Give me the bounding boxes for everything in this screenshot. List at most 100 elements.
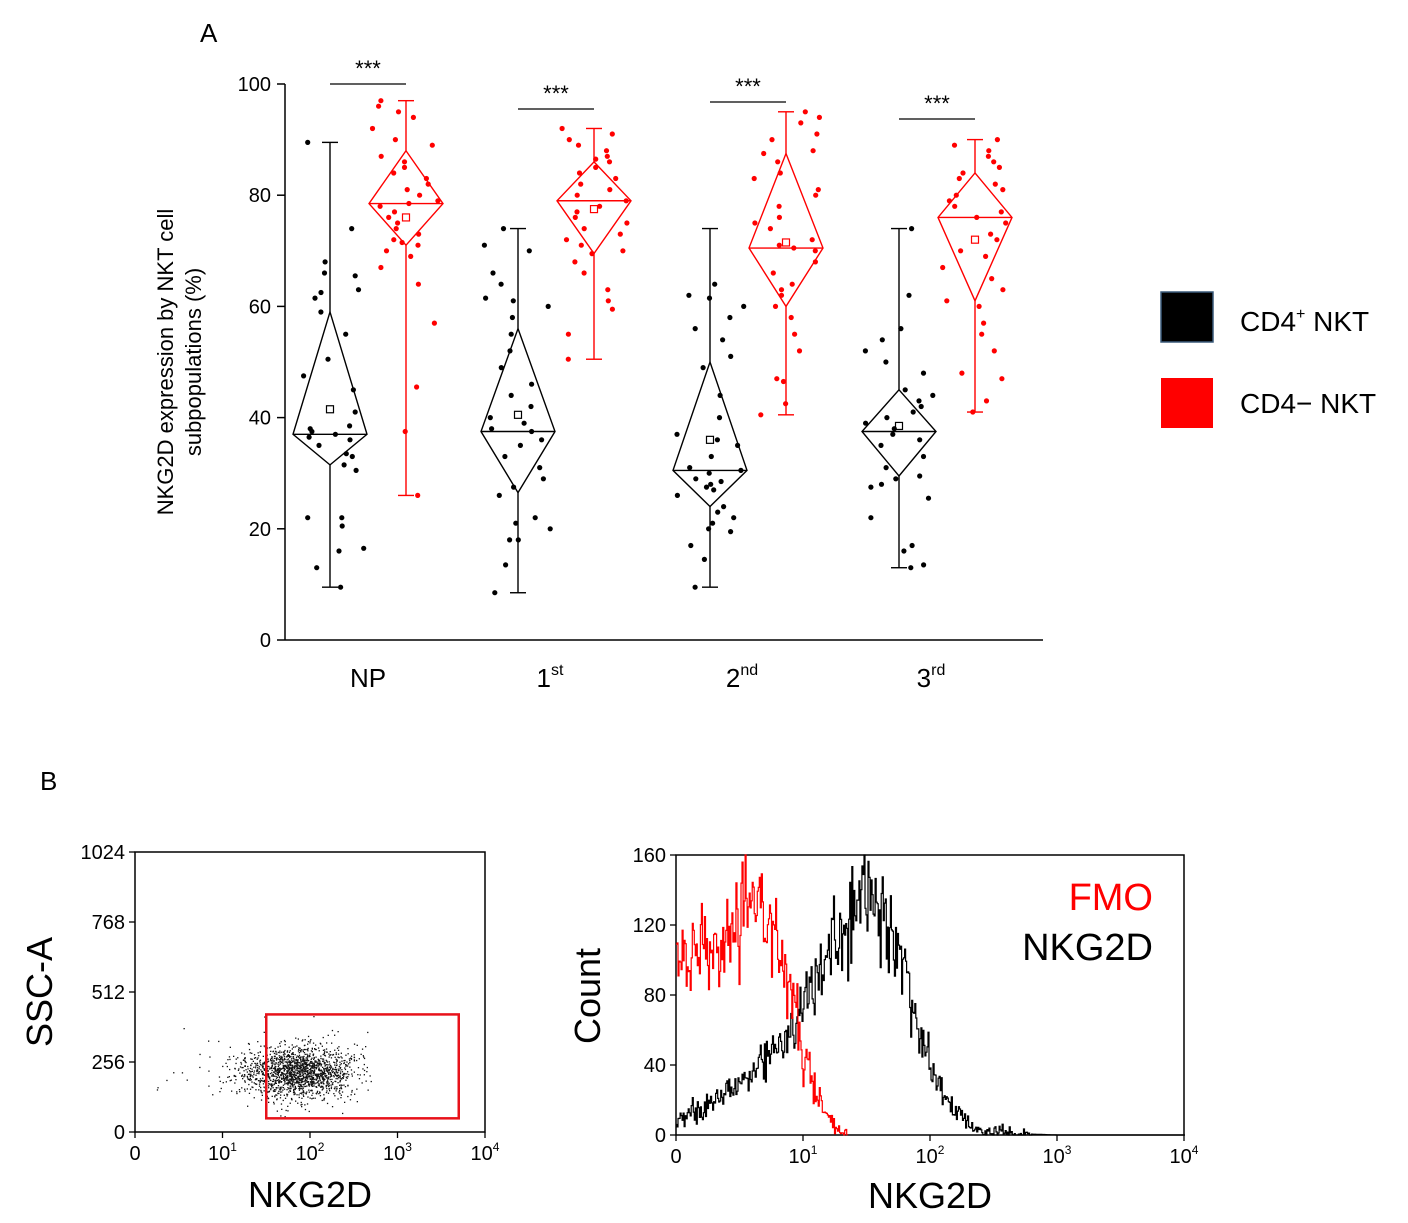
scatter-event xyxy=(252,1060,254,1062)
scatter-event xyxy=(331,1078,333,1081)
scatter-event xyxy=(259,1051,261,1053)
scatter-event xyxy=(290,1069,292,1072)
scatter-event xyxy=(225,1062,227,1064)
scatter-event xyxy=(338,1046,340,1048)
scatter-event xyxy=(247,1078,249,1080)
scatter-event xyxy=(271,1069,273,1072)
scatter-event xyxy=(233,1055,235,1057)
scatter-event xyxy=(323,1094,325,1096)
scatter-event xyxy=(310,1069,312,1071)
scatter-event xyxy=(308,1069,310,1071)
scatter-event xyxy=(339,1071,342,1073)
scatter-event xyxy=(157,1087,159,1089)
y-tick-label: 60 xyxy=(249,296,271,318)
scatter-event xyxy=(306,1081,308,1083)
scatter-event xyxy=(264,1069,266,1071)
scatter-event xyxy=(315,1086,317,1088)
scatter-event xyxy=(284,1116,286,1118)
scatter-event xyxy=(301,1081,304,1083)
scatter-event xyxy=(243,1076,245,1078)
scatter-event xyxy=(312,1042,315,1044)
scatter-event xyxy=(307,1047,309,1050)
data-point xyxy=(1000,187,1006,193)
data-point xyxy=(988,231,994,237)
scatter-event xyxy=(333,1093,335,1095)
scatter-event xyxy=(241,1074,244,1076)
scatter-event xyxy=(242,1066,244,1069)
scatter-event xyxy=(315,1074,317,1077)
scatter-event xyxy=(287,1076,289,1079)
scatter-event xyxy=(275,1058,278,1060)
scatter-event xyxy=(302,1060,304,1062)
scatter-event xyxy=(285,1082,287,1085)
scatter-event xyxy=(306,1075,308,1077)
scatter-event xyxy=(298,1078,300,1080)
data-point xyxy=(998,209,1004,215)
data-point xyxy=(607,187,613,193)
scatter-event xyxy=(344,1067,346,1069)
scatter-event xyxy=(336,1064,338,1066)
scatter-event xyxy=(287,1064,289,1066)
scatter-event xyxy=(251,1070,253,1072)
scatter-event xyxy=(310,1060,312,1063)
scatter-event xyxy=(310,1083,312,1085)
scatter-event xyxy=(321,1078,324,1080)
scatter-event xyxy=(253,1066,255,1068)
scatter-event xyxy=(289,1075,291,1078)
scatter-event xyxy=(346,1073,348,1075)
scatter-event xyxy=(302,1087,304,1089)
scatter-event xyxy=(288,1091,290,1093)
scatter-event xyxy=(274,1047,276,1050)
scatter-event xyxy=(347,1071,349,1073)
scatter-event xyxy=(294,1087,297,1089)
scatter-event xyxy=(269,1047,271,1049)
scatter-event xyxy=(267,1097,270,1100)
scatter-event xyxy=(303,1064,305,1066)
panel-a-legend: CD4+ NKT CD4− NKT xyxy=(1160,291,1376,428)
scatter-event xyxy=(315,1079,317,1081)
histogram-x-label: NKG2D xyxy=(868,1175,992,1216)
data-point xyxy=(574,192,580,198)
scatter-event xyxy=(290,1079,292,1081)
data-point xyxy=(1000,287,1006,293)
scatter-event xyxy=(322,1076,324,1078)
scatter-event xyxy=(286,1059,288,1061)
scatter-event xyxy=(271,1084,273,1086)
scatter-event xyxy=(255,1063,257,1065)
scatter-event xyxy=(328,1061,330,1063)
scatter-event xyxy=(332,1054,334,1056)
scatter-event xyxy=(302,1049,304,1051)
scatter-event xyxy=(332,1067,334,1070)
scatter-event xyxy=(277,1068,279,1070)
scatter-event xyxy=(304,1080,307,1082)
data-point xyxy=(731,515,737,521)
scatter-event xyxy=(208,1070,210,1072)
data-point xyxy=(908,565,914,571)
scatter-event xyxy=(298,1070,300,1073)
scatter-event xyxy=(313,1063,315,1066)
scatter-event xyxy=(259,1081,261,1083)
data-point xyxy=(708,481,714,487)
scatter-event xyxy=(303,1044,306,1047)
data-point xyxy=(498,281,504,287)
scatter-event xyxy=(261,1066,264,1068)
scatter-event xyxy=(320,1069,322,1072)
scatter-event xyxy=(251,1062,253,1065)
scatter-event xyxy=(324,1055,327,1057)
data-point xyxy=(1003,220,1009,226)
scatter-event xyxy=(351,1073,353,1075)
scatter-event xyxy=(331,1042,333,1044)
scatter-event xyxy=(302,1064,304,1067)
data-point xyxy=(487,415,493,421)
scatter-event xyxy=(263,1063,265,1065)
scatter-event xyxy=(311,1080,313,1082)
scatter-event xyxy=(269,1076,271,1078)
scatter-event xyxy=(329,1073,332,1075)
data-point xyxy=(951,142,958,148)
data-point xyxy=(769,137,775,143)
scatter-event xyxy=(236,1091,238,1093)
scatter-event xyxy=(300,1086,303,1088)
scatter-event xyxy=(291,1053,293,1055)
scatter-event xyxy=(336,1076,338,1078)
scatter-event xyxy=(317,1047,320,1049)
